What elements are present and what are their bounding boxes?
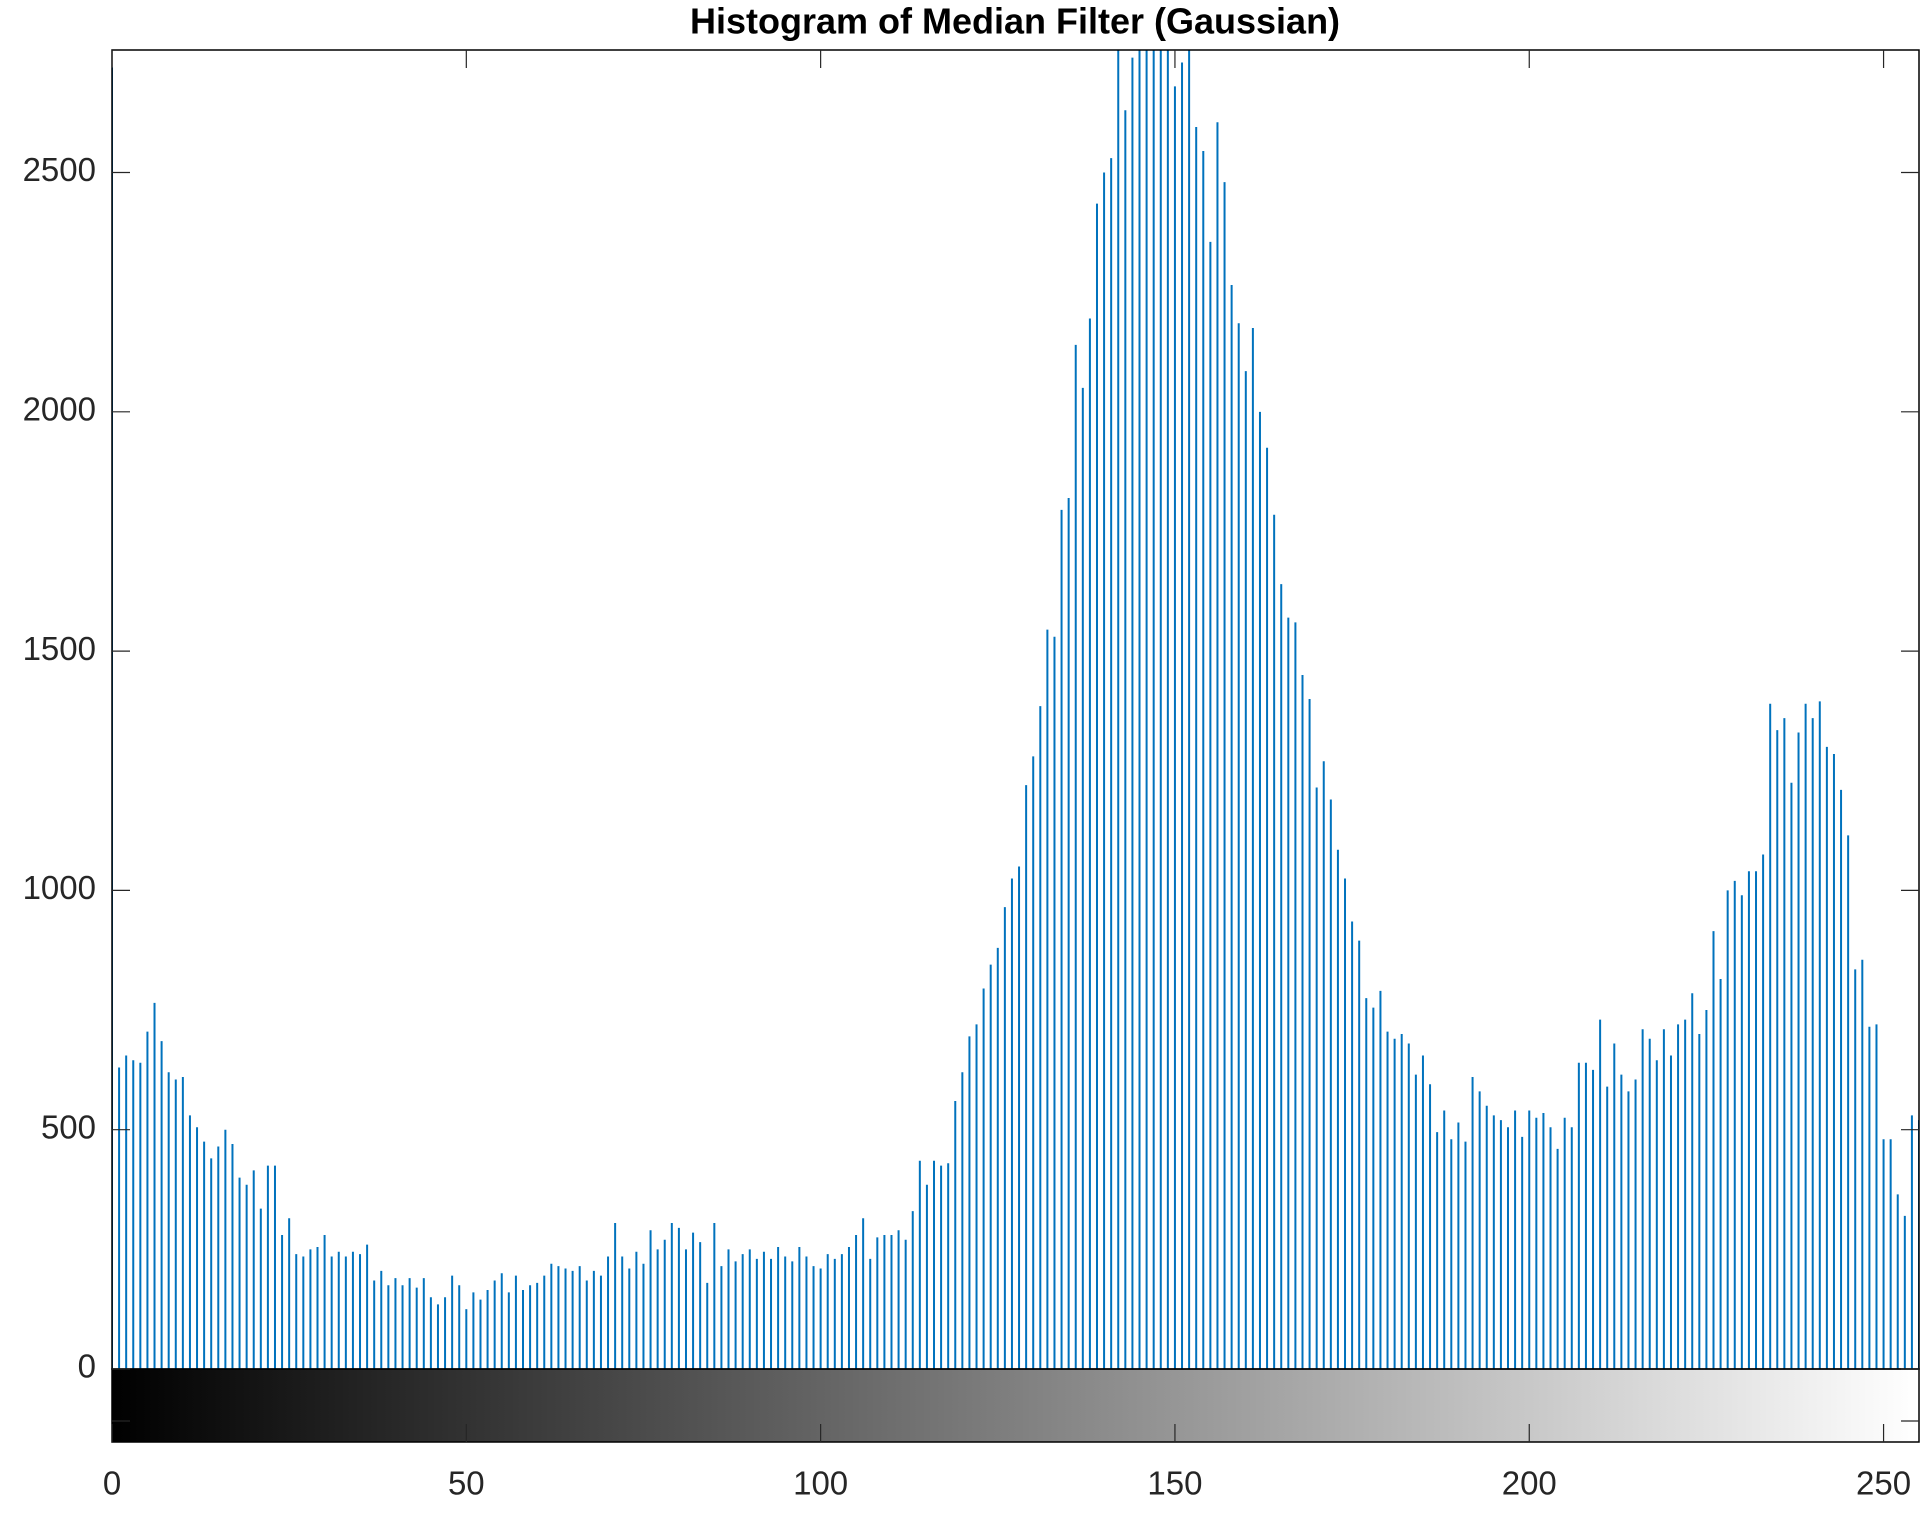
chart-title: Histogram of Median Filter (Gaussian) [690,1,1340,42]
x-tick-label: 250 [1856,1465,1911,1502]
y-tick-label: 1500 [23,630,96,667]
y-tick-label: 0 [78,1348,96,1385]
y-tick-label: 1000 [23,869,96,906]
y-tick-label: 2000 [23,391,96,428]
y-tick-label: 500 [41,1108,96,1145]
plot-area [112,50,1919,1369]
x-tick-label: 0 [103,1465,121,1502]
x-tick-label: 200 [1502,1465,1557,1502]
x-tick-label: 50 [448,1465,485,1502]
axes-box [111,49,1920,1370]
x-tick-label: 100 [793,1465,848,1502]
intensity-colorbar [111,1368,1920,1443]
x-tick-label: 150 [1147,1465,1202,1502]
y-tick-label: 2500 [23,151,96,188]
